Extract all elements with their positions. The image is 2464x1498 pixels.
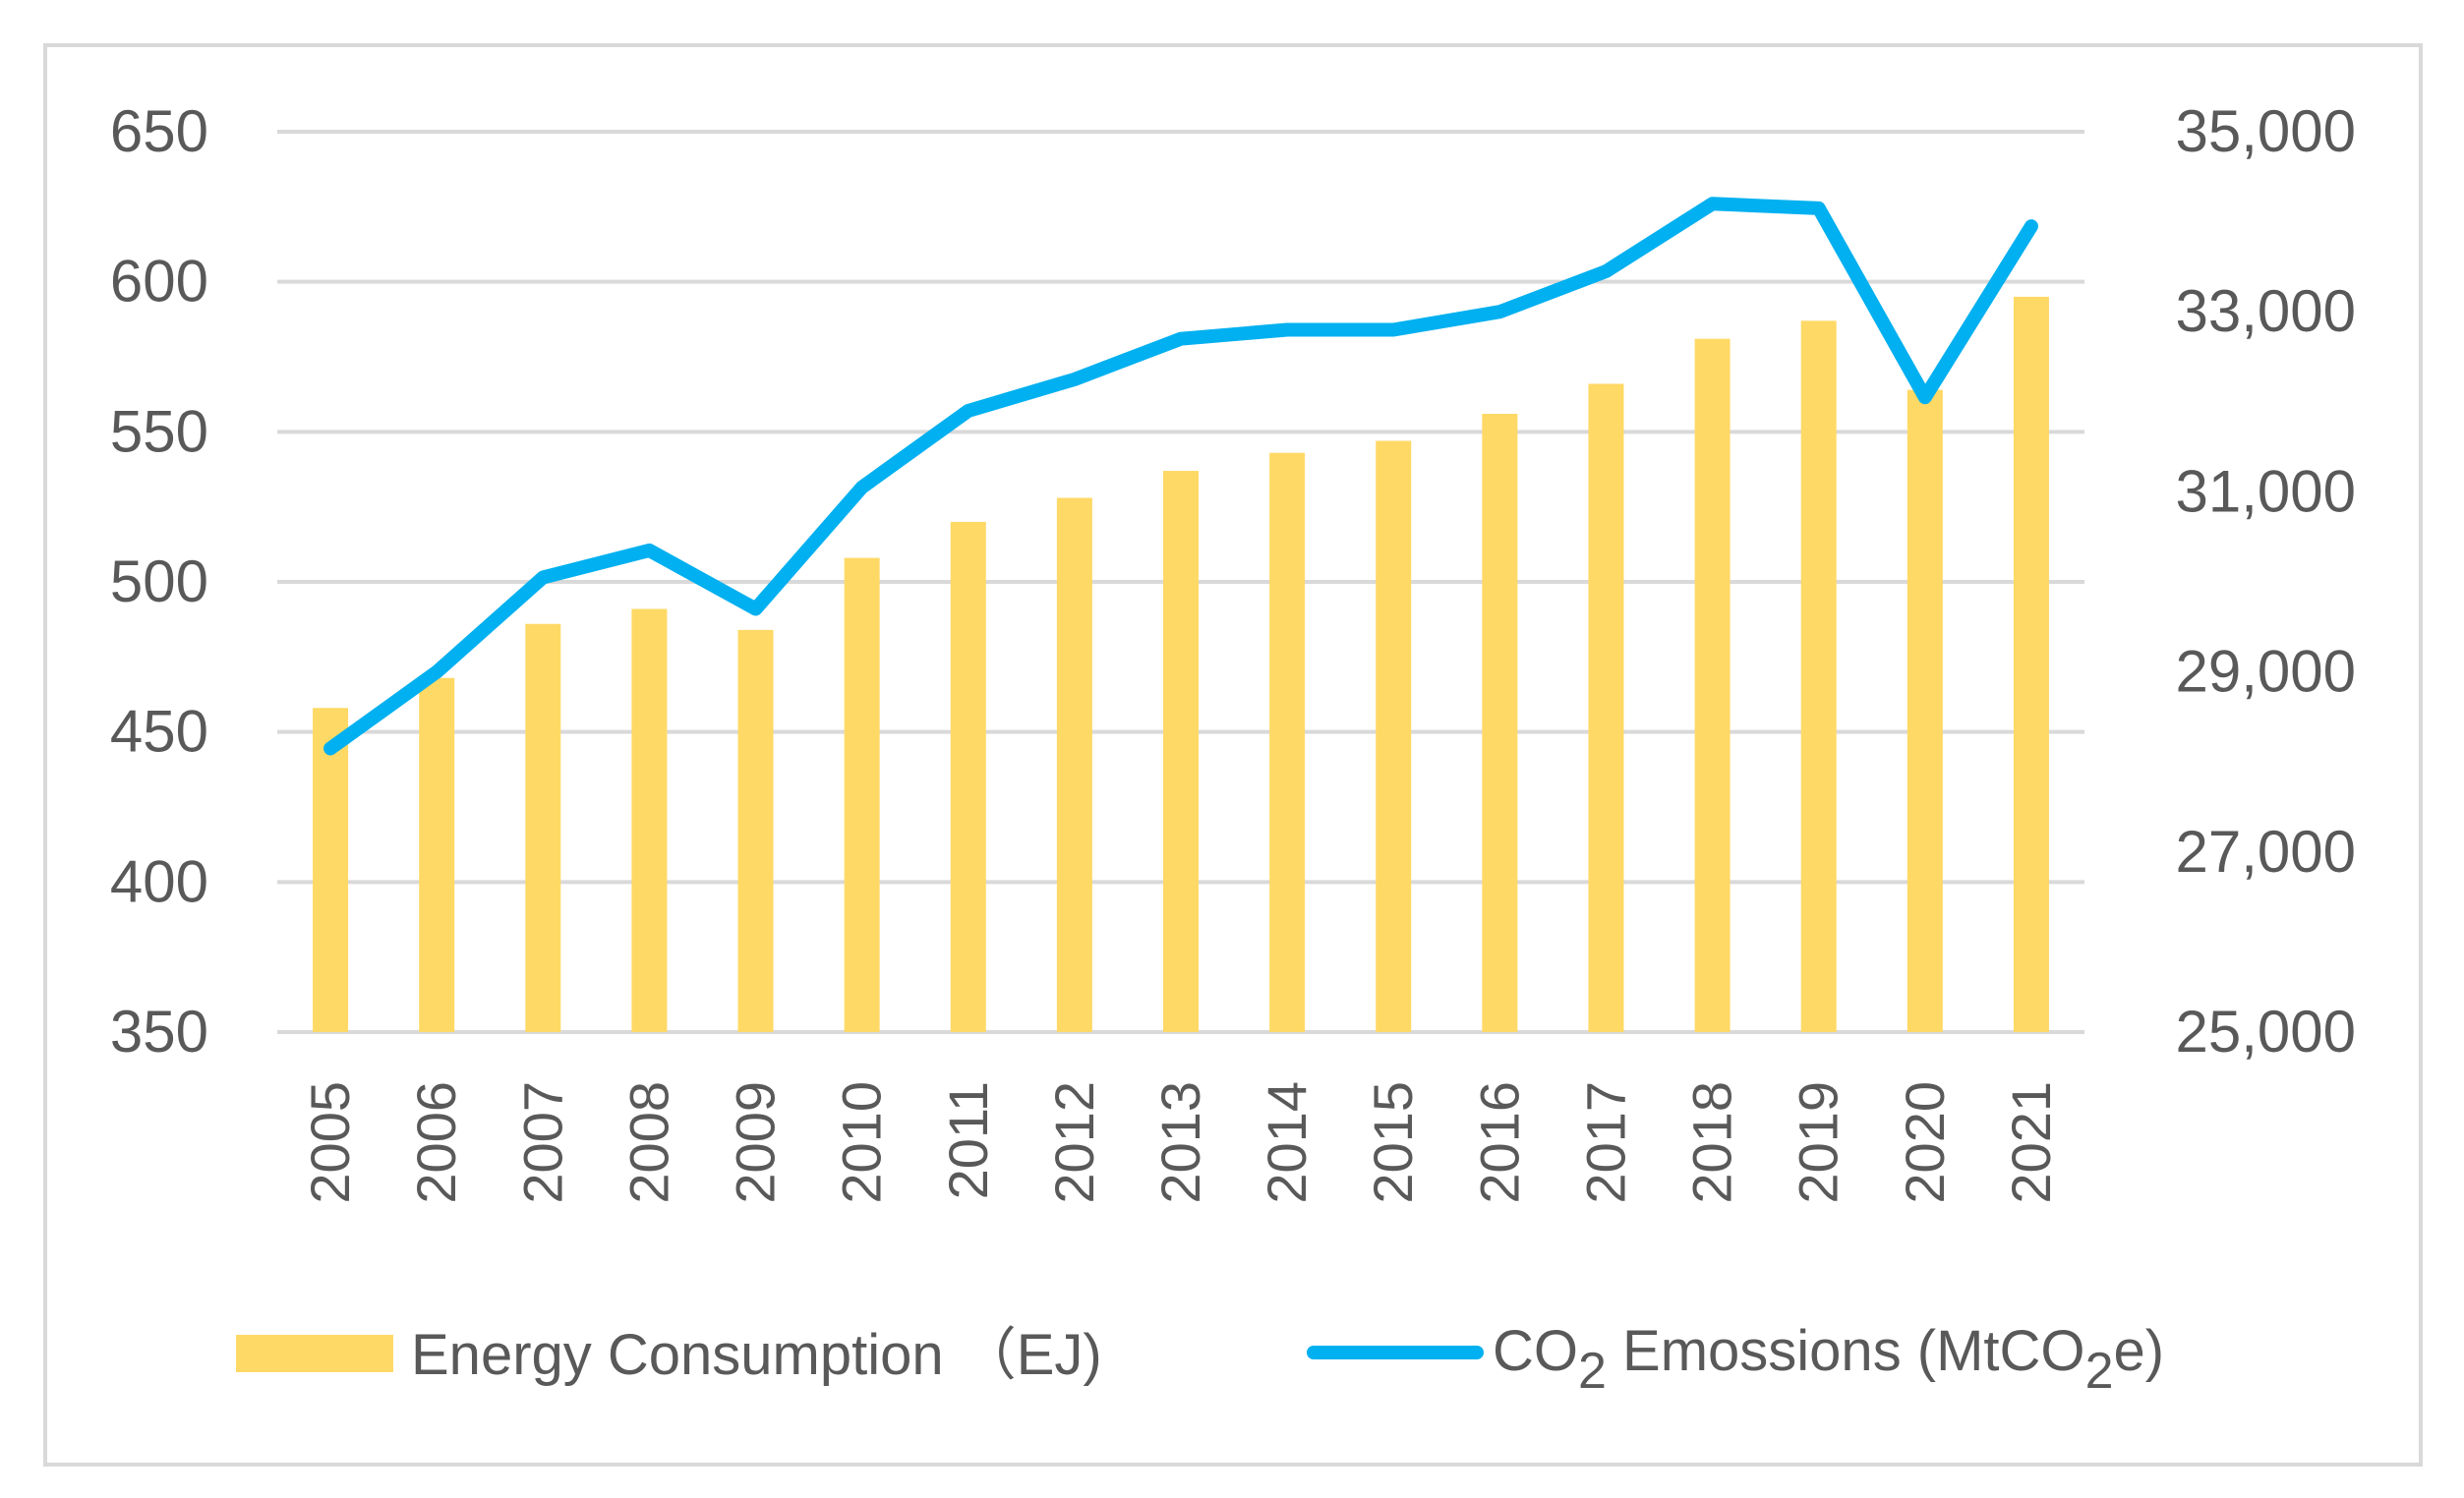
energy-bar-2018: [1694, 338, 1731, 1032]
x-axis-ticks: 2005 2006 2007 2008 2009 2010 2011 2012 2013 2014…: [299, 1081, 2062, 1204]
legend-co2-sub2: 2: [2085, 1343, 2114, 1400]
x-tick-2017: 2017: [1574, 1081, 1636, 1204]
co2-point-2020: [1923, 396, 1926, 399]
energy-bar-2012: [1056, 497, 1092, 1032]
co2-point-2014: [1286, 328, 1289, 331]
right-tick-27,000: 27,000: [2175, 819, 2356, 885]
right-tick-25,000: 25,000: [2175, 999, 2356, 1065]
right-tick-31,000: 31,000: [2175, 458, 2356, 524]
x-tick-2010: 2010: [831, 1081, 893, 1204]
left-tick-450: 450: [110, 699, 208, 765]
right-tick-35,000: 35,000: [2175, 98, 2356, 164]
co2-point-2005: [329, 747, 332, 750]
left-tick-550: 550: [110, 398, 208, 464]
x-tick-2007: 2007: [511, 1081, 573, 1204]
co2-point-2021: [2029, 225, 2032, 228]
legend-swatch-energy: [236, 1335, 393, 1372]
energy-bar-2006: [419, 677, 455, 1032]
co2-point-2013: [1180, 337, 1182, 340]
co2-point-2015: [1392, 328, 1395, 331]
energy-bar-2007: [525, 623, 561, 1032]
left-tick-500: 500: [110, 548, 208, 614]
co2-point-2006: [436, 670, 439, 673]
x-tick-2011: 2011: [937, 1081, 999, 1199]
x-tick-2013: 2013: [1149, 1081, 1211, 1204]
x-tick-2014: 2014: [1256, 1081, 1318, 1204]
co2-line: [323, 197, 2038, 756]
energy-bar-2009: [737, 629, 774, 1032]
energy-bar-2017: [1588, 383, 1624, 1033]
legend-co2-mid: Emossions (MtCO: [1607, 1319, 2085, 1383]
co2-point-2016: [1498, 311, 1501, 314]
right-tick-33,000: 33,000: [2175, 278, 2356, 344]
x-tick-2006: 2006: [405, 1081, 467, 1204]
left-tick-400: 400: [110, 848, 208, 914]
legend-co2-sub: 2: [1578, 1343, 1607, 1400]
gridlines: [277, 130, 2084, 1034]
energy-bar-2019: [1800, 320, 1837, 1032]
co2-point-2007: [542, 576, 545, 579]
right-axis-ticks: 25,000 27,000 29,000 31,000 33,000 35,000: [2175, 98, 2356, 1065]
x-tick-2009: 2009: [725, 1081, 787, 1204]
left-axis-ticks: 350 400 450 500 550 600 650: [110, 98, 208, 1065]
x-tick-2005: 2005: [299, 1081, 361, 1204]
energy-bars: [313, 296, 2049, 1033]
energy-bar-2015: [1376, 440, 1412, 1032]
energy-bar-2014: [1269, 452, 1306, 1032]
co2-point-2018: [1711, 202, 1714, 205]
legend-label-co2: CO2 Emossions (MtCO2e): [1493, 1319, 2164, 1400]
co2-point-2017: [1605, 269, 1608, 272]
co2-point-2011: [967, 409, 969, 412]
x-tick-2012: 2012: [1043, 1081, 1105, 1204]
co2-point-2010: [860, 486, 863, 489]
co2-point-2008: [648, 548, 651, 551]
left-tick-350: 350: [110, 999, 208, 1065]
energy-bar-2016: [1482, 414, 1518, 1033]
energy-bar-2011: [950, 521, 986, 1032]
energy-bar-2021: [2013, 296, 2049, 1032]
energy-bar-2008: [631, 608, 668, 1032]
legend: Energy Consumption （EJ) CO2 Emossions (M…: [236, 1319, 2164, 1400]
legend-co2-prefix: CO: [1493, 1319, 1578, 1383]
x-tick-2016: 2016: [1468, 1081, 1530, 1204]
x-tick-2015: 2015: [1362, 1081, 1424, 1204]
energy-bar-2013: [1163, 471, 1199, 1032]
co2-point-2012: [1073, 377, 1076, 380]
co2-point-2019: [1817, 206, 1820, 209]
legend-co2-suffix: e): [2113, 1319, 2164, 1383]
x-tick-2018: 2018: [1681, 1081, 1743, 1204]
co2-point-2009: [754, 607, 757, 610]
x-tick-2019: 2019: [1788, 1081, 1849, 1204]
left-tick-600: 600: [110, 249, 208, 315]
x-tick-2008: 2008: [617, 1081, 679, 1204]
x-tick-2020: 2020: [1894, 1081, 1956, 1204]
legend-label-energy: Energy Consumption （EJ): [411, 1323, 1102, 1387]
x-tick-2021: 2021: [2000, 1081, 2062, 1204]
energy-bar-2010: [844, 557, 880, 1032]
left-tick-650: 650: [110, 98, 208, 164]
energy-bar-2020: [1907, 389, 1943, 1032]
energy-bar-2005: [313, 708, 349, 1032]
right-tick-29,000: 29,000: [2175, 639, 2356, 705]
